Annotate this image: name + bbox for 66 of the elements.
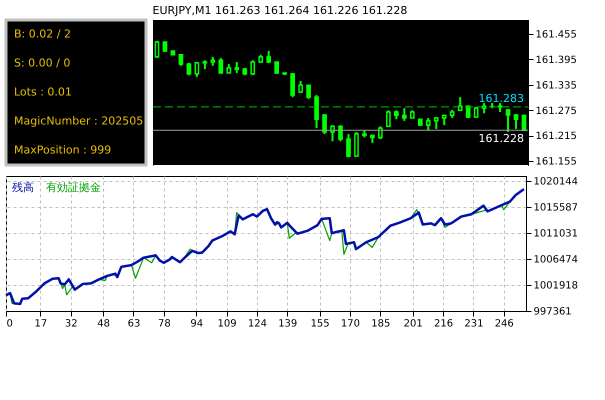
text: MagicNumber : 202505	[14, 114, 144, 128]
x-tick-label: 246	[494, 318, 514, 330]
candlestick	[354, 130, 359, 158]
x-tick-label: 17	[34, 318, 48, 330]
x-tick-label: 109	[218, 318, 237, 330]
candlestick	[298, 80, 303, 94]
candlestick	[178, 54, 184, 67]
y-tick-label: 161.155	[536, 156, 577, 168]
candlestick	[250, 59, 256, 76]
text: Lots : 0.01	[14, 86, 72, 98]
x-tick-label: 124	[248, 318, 267, 330]
candlestick	[274, 60, 280, 75]
candlestick	[338, 124, 343, 142]
y-tick-label: 1020144	[534, 176, 578, 188]
text: S: 0.00 / 0	[14, 56, 70, 70]
x-tick-label: 63	[128, 318, 140, 330]
candlestick	[162, 41, 168, 53]
y-tick-label: 161.335	[536, 80, 577, 92]
x-tick-label: 185	[371, 318, 390, 330]
candlestick	[186, 62, 192, 76]
candlestick	[386, 109, 391, 128]
y-tick-label: 161.395	[536, 54, 577, 66]
chart-title: EURJPY,M1 161.263 161.264 161.226 161.228	[152, 4, 408, 17]
x-tick-label: 78	[158, 318, 171, 330]
candlestick	[514, 113, 518, 130]
candlestick	[402, 107, 407, 122]
candlestick	[218, 57, 224, 74]
ref-line-label: 161.283	[478, 92, 524, 105]
y-tick-label: 997361	[534, 306, 572, 318]
candlestick	[330, 124, 335, 142]
x-tick-label: 201	[404, 318, 423, 330]
x-tick-label: 94	[190, 318, 204, 330]
candlestick	[466, 105, 471, 119]
x-tick-label: 48	[97, 318, 110, 330]
text: 残高	[12, 181, 34, 194]
y-tick-label: 1006474	[534, 254, 578, 266]
candlestick	[346, 133, 351, 158]
x-tick-label: 231	[464, 318, 484, 330]
x-tick-label: 155	[310, 318, 330, 330]
candlestick	[234, 60, 240, 74]
x-tick-label: 139	[278, 318, 298, 330]
candlestick	[290, 72, 295, 98]
y-tick-label: 1015587	[534, 202, 578, 214]
ref-line-label: 161.228	[478, 132, 524, 146]
y-tick-label: 161.215	[536, 131, 577, 142]
text: 有効証拠金	[46, 181, 101, 194]
y-tick-label: 161.455	[536, 29, 577, 40]
candlestick	[194, 60, 200, 78]
text: MaxPosition : 999	[14, 144, 112, 156]
x-tick-label: 170	[340, 318, 360, 330]
candlestick	[426, 116, 431, 132]
y-tick-label: 1001918	[534, 280, 578, 292]
x-tick-label: 32	[64, 318, 78, 330]
candlestick	[322, 113, 327, 136]
x-tick-label: 216	[434, 318, 454, 330]
y-tick-label: 1011031	[534, 228, 578, 240]
candlestick	[314, 94, 319, 130]
candlestick	[266, 50, 272, 64]
y-tick-label: 161.275	[536, 106, 577, 117]
candlestick	[506, 108, 510, 133]
candlestick	[434, 116, 439, 130]
x-tick-label: 0	[6, 318, 13, 330]
candlestick	[306, 84, 311, 100]
candlestick	[442, 114, 447, 126]
candlestick	[474, 106, 478, 118]
text: B: 0.02 / 2	[14, 28, 71, 40]
